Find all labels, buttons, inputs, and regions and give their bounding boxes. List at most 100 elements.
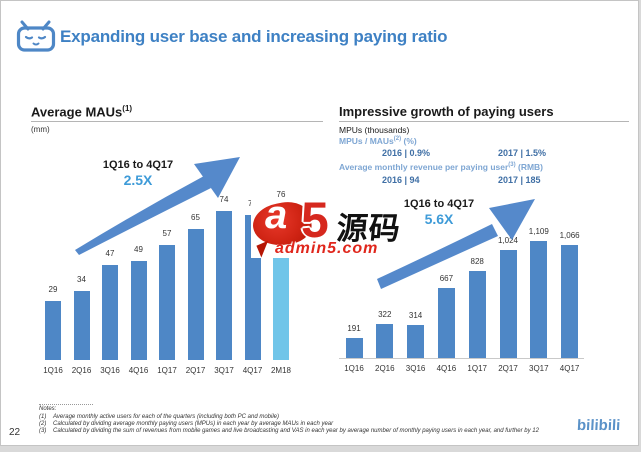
x-tick-label: 4Q17 xyxy=(559,364,580,373)
footnote-row: (2) Calculated by dividing average monthl… xyxy=(39,421,609,428)
arpu-2016-value: 2016 | 94 xyxy=(382,175,420,185)
right-title-underline xyxy=(339,121,629,122)
left-chart-title-footnote-marker: (1) xyxy=(122,104,133,113)
notes-divider xyxy=(39,404,93,405)
bar-value-label: 828 xyxy=(470,257,484,266)
right-growth-period: 1Q16 to 4Q17 xyxy=(403,198,475,210)
x-tick-label: 2Q16 xyxy=(71,366,92,375)
arpu-footnote-marker: (3) xyxy=(508,162,516,169)
x-tick-label: 2Q16 xyxy=(375,364,395,373)
right-growth-annotation: 1Q16 to 4Q17 5.6X xyxy=(399,198,479,227)
left-growth-arrow-icon xyxy=(75,157,240,255)
footnotes: Notes: (1) Average monthly active users f… xyxy=(39,406,609,435)
left-chart-title: Average MAUs(1) xyxy=(31,104,132,119)
ratio-2016-value: 2016 | 0.9% xyxy=(382,148,431,158)
watermark-site-text: admin5.com xyxy=(275,240,379,257)
x-tick-label: 4Q16 xyxy=(128,366,149,375)
arpu-label: Average monthly revenue per paying user(… xyxy=(339,162,543,172)
bar-value-label: 667 xyxy=(439,274,454,283)
x-tick-label: 1Q16 xyxy=(344,364,364,373)
bar-value-label: 1,109 xyxy=(528,227,549,236)
bar-2Q17 xyxy=(187,229,204,360)
bar-value-label: 47 xyxy=(105,249,115,258)
watermark-logo-a: a xyxy=(265,193,288,237)
bar-value-label: 191 xyxy=(347,324,361,333)
footnote-row: (3) Calculated by dividing the sum of rev… xyxy=(39,428,609,435)
notes-label: Notes: xyxy=(39,406,57,412)
bar-value-label: 65 xyxy=(191,213,200,222)
left-chart-unit: (mm) xyxy=(31,125,50,134)
bar-3Q17 xyxy=(216,211,232,360)
bar-4Q16 xyxy=(437,288,455,358)
watermark-admin5: a 5 源码 admin5.com xyxy=(249,192,403,258)
footnote-number: (2) xyxy=(39,421,47,427)
x-tick-label: 1Q16 xyxy=(43,366,63,375)
bar-value-label: 1,066 xyxy=(559,231,580,240)
bar-3Q16 xyxy=(407,325,425,358)
bar-value-label: 29 xyxy=(48,285,58,294)
footnote-text: Calculated by dividing the sum of revenu… xyxy=(53,428,539,434)
right-chart-unit: MPUs (thousands) xyxy=(339,125,410,135)
ratio-label-text: MPUs / MAUs xyxy=(339,136,394,146)
bar-1Q16 xyxy=(345,338,363,358)
right-growth-arrow-icon xyxy=(377,199,535,289)
left-growth-multiple: 2.5X xyxy=(123,172,153,188)
bar-3Q17 xyxy=(530,241,548,358)
x-tick-label: 1Q17 xyxy=(467,364,487,373)
footnote-number: (3) xyxy=(39,428,47,434)
bar-1Q17 xyxy=(468,271,486,358)
bar-1Q16 xyxy=(45,301,61,360)
page-number: 22 xyxy=(9,427,21,438)
arpu-2017-value: 2017 | 185 xyxy=(498,175,541,185)
bar-value-label: 57 xyxy=(162,229,172,238)
right-bar-chart: 191 1Q16 322 2Q16 314 3Q16 667 4Q16 828 1Q17 1,024… xyxy=(339,191,601,391)
footnote-text: Calculated by dividing average monthly p… xyxy=(53,421,334,427)
x-tick-label: 2Q17 xyxy=(185,366,206,375)
right-chart-axis-line xyxy=(339,358,584,359)
bar-value-label: 34 xyxy=(77,275,86,284)
x-tick-label: 2Q17 xyxy=(498,364,518,373)
bar-2Q16 xyxy=(73,291,90,360)
bilibili-tv-icon xyxy=(16,20,56,52)
x-tick-label: 4Q16 xyxy=(436,364,457,373)
left-bar-chart: 29 1Q16 34 2Q16 47 3Q16 49 4Q16 57 1Q17 65 2Q17 74 3Q… xyxy=(37,151,313,391)
bar-2Q17 xyxy=(499,250,517,358)
bar-value-label: 1,024 xyxy=(497,236,519,245)
footnote-text: Average monthly active users for each of… xyxy=(53,414,280,420)
bar-4Q16 xyxy=(130,261,147,360)
footnote-number: (1) xyxy=(39,414,47,420)
bar-value-label: 49 xyxy=(134,245,143,254)
right-growth-multiple: 5.6X xyxy=(424,211,454,227)
bar-2Q16 xyxy=(376,324,394,358)
x-tick-label: 1Q17 xyxy=(157,366,177,375)
left-chart-title-text: Average MAUs xyxy=(31,104,123,120)
bar-3Q16 xyxy=(102,265,118,360)
ratio-footnote-marker: (2) xyxy=(393,136,402,143)
bar-value-label: 74 xyxy=(219,195,229,204)
slide-title: Expanding user base and increasing payin… xyxy=(60,27,448,46)
x-tick-label: 4Q17 xyxy=(242,366,263,375)
arpu-label-text: Average monthly revenue per paying user xyxy=(339,162,509,172)
ratio-2017-value: 2017 | 1.5% xyxy=(498,148,547,158)
right-chart-title: Impressive growth of paying users xyxy=(339,104,554,119)
footnote-row: (1) Average monthly active users for each… xyxy=(39,414,609,421)
ratio-label-suffix: (%) xyxy=(401,136,417,146)
watermark-logo-5: 5 xyxy=(301,192,329,248)
x-tick-label: 3Q16 xyxy=(100,366,120,375)
bar-1Q17 xyxy=(159,245,175,360)
notes-list: (1) Average monthly active users for each… xyxy=(39,414,609,435)
x-tick-label: 2M18 xyxy=(270,366,291,375)
arpu-label-suffix: (RMB) xyxy=(515,162,544,172)
mpu-mau-ratio-label: MPUs / MAUs(2) (%) xyxy=(339,136,417,146)
x-tick-label: 3Q16 xyxy=(405,364,426,373)
bar-4Q17 xyxy=(561,245,579,358)
bilibili-wordmark: bilibili xyxy=(576,417,621,434)
bar-value-label: 322 xyxy=(378,310,392,319)
left-growth-annotation: 1Q16 to 4Q17 2.5X xyxy=(93,159,183,188)
bar-value-label: 314 xyxy=(408,311,423,320)
x-tick-label: 3Q17 xyxy=(529,364,549,373)
left-title-underline xyxy=(31,121,323,122)
bar-value-label: 76 xyxy=(276,190,286,199)
left-growth-period: 1Q16 to 4Q17 xyxy=(102,159,174,171)
